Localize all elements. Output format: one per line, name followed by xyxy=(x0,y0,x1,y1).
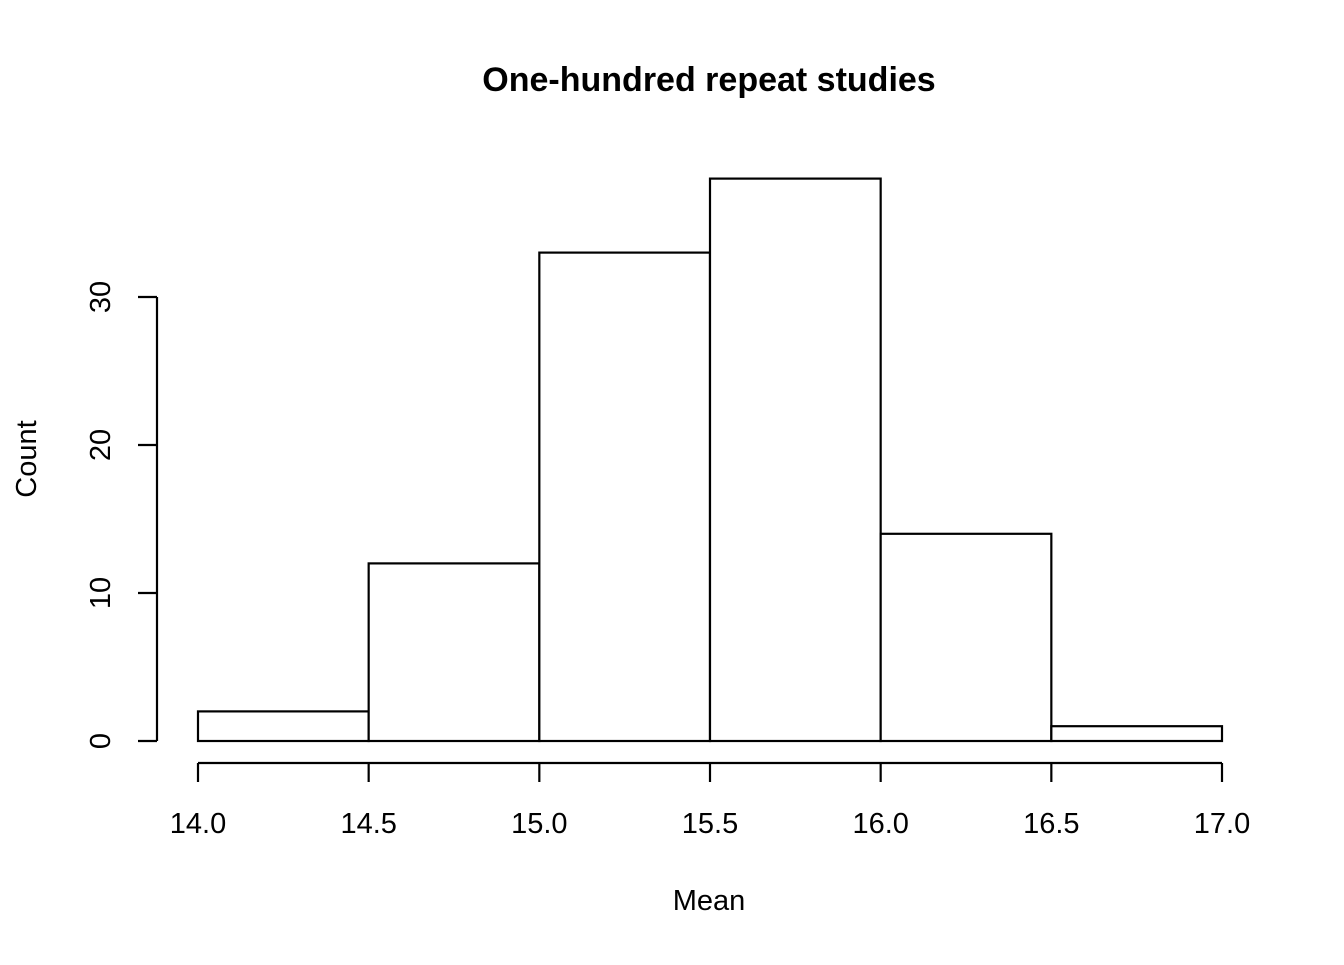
histogram-bar-1 xyxy=(367,562,541,743)
x-tick-label: 16.0 xyxy=(852,808,908,840)
chart-title: One-hundred repeat studies xyxy=(482,61,935,99)
histogram-bar-3 xyxy=(708,177,882,743)
histogram-bar-0 xyxy=(196,710,370,743)
histogram-bar-5 xyxy=(1050,725,1224,743)
x-tick-label: 15.5 xyxy=(682,808,738,840)
y-tick-label: 0 xyxy=(85,733,117,749)
histogram-bar-4 xyxy=(879,532,1053,743)
x-tick-label: 16.5 xyxy=(1023,808,1079,840)
y-tick-label: 10 xyxy=(85,577,117,609)
histogram-bar-2 xyxy=(538,251,712,743)
x-tick-label: 15.0 xyxy=(511,808,567,840)
x-axis-label: Mean xyxy=(673,885,746,917)
x-tick-label: 14.0 xyxy=(170,808,226,840)
y-axis-label: Count xyxy=(11,420,43,497)
y-axis: 0 10 20 30 xyxy=(85,281,159,749)
x-axis: 14.0 14.5 15.0 15.5 16.0 16.5 17.0 xyxy=(170,761,1250,840)
bars-layer xyxy=(196,177,1224,743)
x-tick-label: 14.5 xyxy=(340,808,396,840)
y-tick-label: 30 xyxy=(85,281,117,313)
y-tick-label: 20 xyxy=(85,429,117,461)
x-tick-label: 17.0 xyxy=(1194,808,1250,840)
